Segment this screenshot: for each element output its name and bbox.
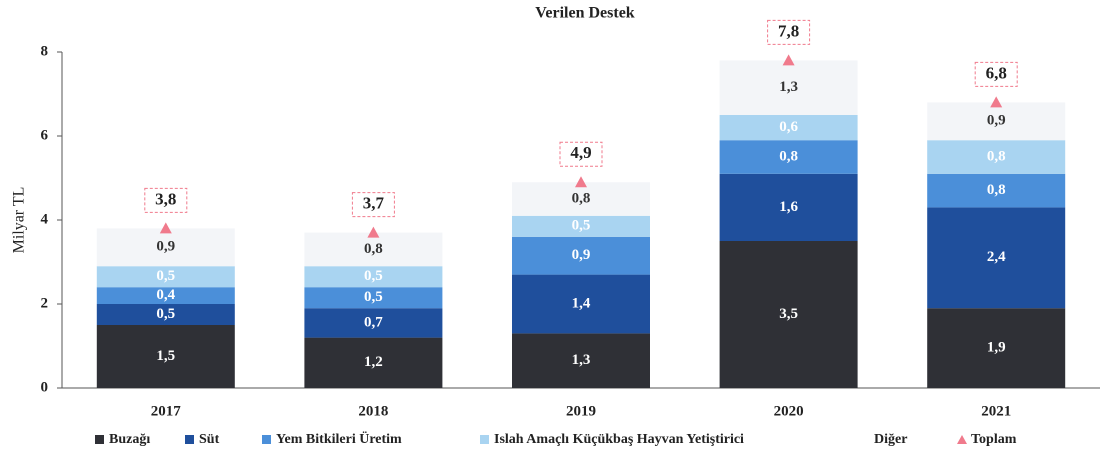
x-tick-label: 2017: [151, 403, 182, 419]
bar-segment: [512, 274, 650, 334]
chart-title: Verilen Destek: [535, 5, 634, 22]
bar-segment: [927, 173, 1066, 208]
value-label: 0,5: [364, 289, 383, 305]
value-label: 1,4: [572, 295, 591, 311]
value-label: 1,3: [779, 79, 798, 95]
value-label: 0,6: [779, 119, 798, 135]
y-tick-label: 2: [41, 295, 49, 311]
value-label: 0,8: [779, 148, 798, 164]
legend-label: Yem Bitkileri Üretim: [276, 430, 402, 447]
legend-label: Diğer: [874, 432, 907, 447]
total-label: 3,8: [155, 189, 176, 208]
value-label: 1,3: [572, 352, 591, 368]
legend-label: Islah Amaçlı Küçükbaş Hayvan Yetiştirici: [494, 432, 744, 447]
value-label: 0,8: [364, 241, 383, 257]
total-marker: [159, 222, 172, 234]
bar-segment: [96, 304, 235, 325]
value-label: 0,7: [364, 314, 383, 330]
total-marker: [782, 54, 795, 66]
value-label: 0,8: [987, 182, 1006, 198]
value-label: 0,8: [572, 190, 591, 206]
value-label: 0,5: [156, 268, 175, 284]
bar-segment: [304, 308, 443, 338]
value-label: 0,8: [987, 148, 1006, 164]
y-tick-label: 6: [41, 127, 49, 143]
x-tick-label: 2021: [981, 403, 1011, 419]
value-label: 3,5: [779, 306, 798, 322]
bar-segment: [96, 325, 235, 388]
total-label: 4,9: [570, 143, 591, 162]
y-tick-label: 4: [41, 211, 49, 227]
total-marker: [575, 176, 587, 188]
legend-swatch: [480, 435, 489, 444]
legend-swatch: [262, 435, 271, 444]
bar-segment: [512, 182, 650, 216]
bar-segment: [719, 60, 858, 115]
bar-segment: [512, 333, 650, 388]
value-label: 2,4: [987, 249, 1006, 265]
total-label-box: [351, 192, 395, 218]
y-axis-label: Milyar TL: [11, 187, 28, 254]
total-label-box: [144, 187, 188, 213]
value-label: 0,5: [572, 218, 591, 234]
value-label: 0,4: [156, 287, 175, 303]
value-label: 0,5: [156, 306, 175, 322]
total-marker: [990, 96, 1003, 108]
bar-segment: [512, 236, 650, 275]
bar-segment: [96, 228, 235, 267]
legend-label: Süt: [199, 432, 220, 447]
x-tick-label: 2018: [358, 403, 388, 419]
total-label: 6,8: [986, 63, 1007, 82]
x-tick-label: 2019: [566, 403, 596, 419]
value-label: 1,2: [364, 354, 383, 370]
total-marker: [367, 226, 380, 238]
total-label: 3,7: [363, 194, 385, 213]
y-tick-label: 0: [41, 379, 49, 395]
total-label: 7,8: [778, 21, 799, 40]
bar-segment: [719, 241, 858, 388]
value-label: 0,5: [364, 268, 383, 284]
value-label: 1,6: [779, 199, 798, 215]
legend-marker: [957, 435, 967, 444]
value-label: 1,9: [987, 340, 1006, 356]
bar-segment: [512, 215, 650, 237]
bar-segment: [927, 102, 1066, 141]
value-label: 0,9: [572, 247, 591, 263]
bar-segment: [719, 173, 858, 241]
y-tick-label: 8: [41, 43, 49, 59]
bar-segment: [96, 287, 235, 304]
bar-segment: [96, 266, 235, 288]
bar-segment: [927, 140, 1066, 174]
value-label: 1,5: [156, 348, 175, 364]
bar-segment: [719, 115, 858, 141]
total-label-box: [559, 141, 603, 167]
bar-segment: [304, 287, 443, 309]
total-label-box: [974, 61, 1018, 87]
bar-segment: [304, 266, 443, 288]
legend-swatch: [95, 435, 104, 444]
value-label: 0,9: [987, 113, 1006, 129]
bar-segment: [927, 308, 1066, 388]
bar-segment: [304, 232, 443, 267]
legend-swatch: [185, 435, 194, 444]
bar-segment: [719, 140, 858, 174]
x-tick-label: 2020: [774, 403, 804, 419]
legend-label: Toplam: [971, 432, 1017, 447]
value-label: 0,9: [156, 239, 175, 255]
bar-segment: [304, 337, 443, 388]
legend-label: Buzağı: [109, 432, 150, 447]
bar-segment: [927, 207, 1066, 309]
total-label-box: [767, 19, 811, 45]
